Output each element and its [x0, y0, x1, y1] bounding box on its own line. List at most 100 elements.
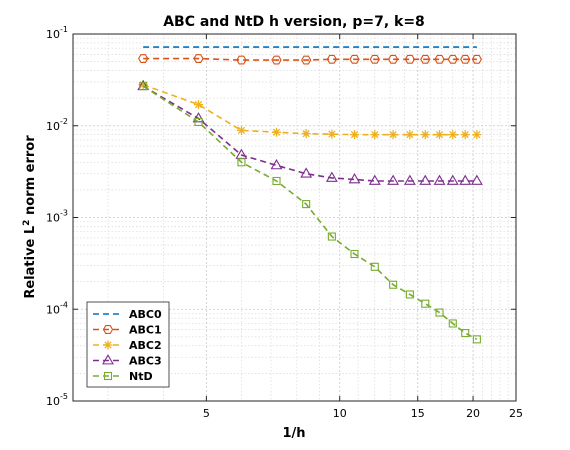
grid-minor — [73, 34, 516, 401]
data-point-abc2 — [301, 129, 311, 139]
x-tick-label: 10 — [333, 407, 347, 420]
data-point-ntd — [139, 82, 148, 91]
y-tick-base: 10 — [46, 303, 60, 316]
data-point-abc3 — [368, 174, 381, 185]
x-tick-label: 15 — [411, 407, 425, 420]
data-point-abc2 — [236, 125, 246, 135]
legend-item-abc2: ABC2 — [93, 339, 162, 352]
data-point-abc1 — [271, 55, 282, 65]
y-tick-label: 10-2 — [46, 117, 68, 133]
y-tick-exp: -2 — [60, 117, 68, 126]
legend-marker-abc3 — [102, 354, 114, 365]
data-point-abc3 — [325, 171, 338, 182]
y-tick-label: 10-3 — [46, 209, 68, 225]
data-point-abc1 — [301, 55, 312, 65]
data-point-abc2 — [460, 130, 470, 140]
data-point-abc2 — [194, 100, 203, 110]
data-point-ntd — [472, 335, 481, 344]
legend-item-abc1: ABC1 — [93, 324, 162, 337]
chart-title: ABC and NtD h version, p=7, k=8 — [163, 14, 425, 30]
legend-label-abc2: ABC2 — [129, 339, 162, 352]
ticks-group: 10-510-410-310-210-15 10 15 20 25 — [46, 25, 523, 420]
data-point-abc2 — [448, 130, 458, 140]
data-point-ntd — [370, 262, 379, 271]
data-point-abc3 — [387, 174, 400, 185]
data-point-abc1 — [326, 54, 337, 64]
data-point-abc2 — [405, 130, 415, 140]
series-ntd — [139, 82, 481, 344]
data-point-abc1 — [138, 54, 149, 64]
data-point-abc1 — [420, 54, 431, 64]
data-point-abc1 — [236, 55, 247, 65]
y-axis-label-main: Relative L — [23, 226, 38, 299]
data-point-abc1 — [447, 54, 458, 64]
data-point-abc2 — [420, 130, 430, 140]
y-tick-label: 10-4 — [46, 300, 68, 316]
data-point-ntd — [327, 232, 336, 241]
y-tick-base: 10 — [46, 212, 60, 225]
legend-item-abc3: ABC3 — [93, 354, 162, 368]
data-point-ntd — [272, 176, 281, 186]
data-point-abc3 — [470, 174, 483, 185]
data-point-abc2 — [370, 130, 380, 140]
data-point-ntd — [389, 280, 398, 289]
data-point-ntd — [405, 290, 414, 299]
data-point-ntd — [461, 329, 470, 338]
data-point-abc3 — [403, 174, 416, 185]
data-point-abc2 — [472, 130, 482, 140]
legend-item-ntd: NtD — [93, 370, 153, 383]
series-abc3 — [137, 79, 483, 185]
x-axis-label: 1/h — [282, 426, 305, 441]
series-group — [137, 46, 483, 344]
legend-marker-abc2 — [103, 340, 113, 350]
data-point-abc1 — [404, 54, 416, 64]
data-point-abc1 — [471, 54, 483, 64]
series-abc1 — [138, 54, 483, 65]
y-tick-exp: -4 — [60, 300, 68, 309]
x-tick-label: 5 — [203, 407, 210, 420]
data-point-abc3 — [270, 158, 283, 170]
y-tick-exp: -1 — [60, 25, 68, 34]
data-point-ntd — [448, 319, 457, 328]
legend-label-abc3: ABC3 — [129, 355, 162, 368]
data-point-ntd — [350, 249, 359, 259]
y-tick-base: 10 — [46, 395, 60, 408]
data-point-ntd — [194, 117, 203, 127]
data-point-abc1 — [460, 54, 471, 64]
legend-label-abc1: ABC1 — [129, 324, 162, 337]
legend-item-abc0: ABC0 — [93, 308, 162, 321]
legend-box — [86, 301, 170, 388]
y-tick-base: 10 — [46, 28, 60, 41]
y-tick-label: 10-5 — [46, 392, 68, 408]
data-point-abc3 — [446, 174, 459, 185]
data-point-abc1 — [387, 54, 399, 64]
data-point-abc1 — [349, 54, 360, 64]
series-line-abc3 — [142, 85, 477, 182]
x-tick-label: 25 — [509, 407, 523, 420]
data-point-ntd — [421, 299, 430, 308]
legend-label-ntd: NtD — [129, 370, 153, 383]
data-point-abc2 — [435, 130, 445, 140]
data-point-ntd — [237, 158, 246, 167]
data-point-abc3 — [300, 167, 313, 178]
data-point-ntd — [435, 308, 444, 317]
legend-marker-abc1 — [102, 325, 114, 334]
legend-marker-ntd — [103, 371, 113, 381]
legend-label-abc0: ABC0 — [129, 308, 162, 321]
data-point-abc2 — [350, 130, 360, 140]
data-point-abc2 — [388, 130, 398, 140]
series-abc2 — [138, 80, 482, 140]
y-tick-exp: -5 — [60, 392, 68, 401]
data-point-abc3 — [419, 174, 432, 185]
data-point-abc1 — [369, 54, 380, 64]
y-axis-label: Relative L2 norm error — [22, 135, 38, 299]
y-tick-base: 10 — [46, 120, 60, 133]
data-point-abc1 — [193, 54, 204, 64]
y-axis-label-suffix: norm error — [23, 135, 38, 220]
data-point-abc2 — [272, 127, 282, 137]
data-point-abc2 — [327, 129, 337, 139]
y-axis-label-sup: 2 — [22, 220, 32, 226]
data-point-ntd — [302, 200, 311, 209]
x-tick-label: 20 — [466, 407, 480, 420]
